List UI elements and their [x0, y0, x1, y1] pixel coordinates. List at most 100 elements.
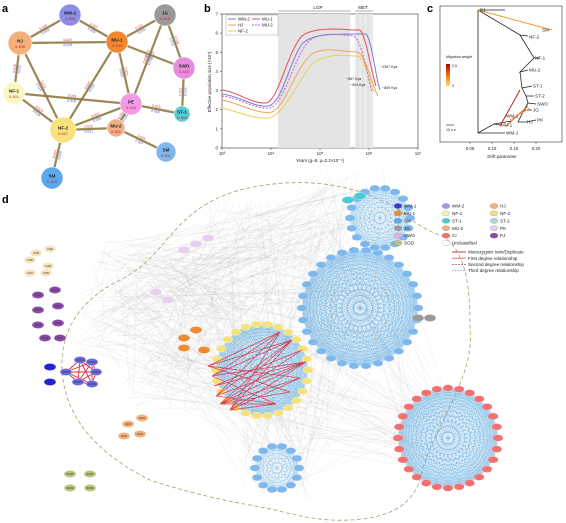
legend-text-st-1: ST-1: [452, 218, 462, 223]
node-st-1: ST-10.386: [173, 105, 191, 123]
cluster-node: [272, 323, 284, 331]
cluster-node: [301, 280, 313, 288]
legend-text-jg: JG: [404, 226, 410, 231]
x-tick-label: 10⁷: [415, 151, 422, 156]
cluster-node: [359, 240, 371, 248]
sm-bottom-cluster: [249, 443, 305, 493]
legend-dot-pk: [489, 225, 499, 231]
annotation-504: ~504 Kya: [350, 83, 365, 87]
curve-mu-1: [221, 28, 377, 104]
node-id: SO01: [86, 472, 94, 476]
sm-top-cluster: [344, 184, 416, 252]
legend-text-soo: SOO: [404, 241, 415, 246]
node-pj08: PJ08: [38, 334, 52, 342]
misc-node-9: [411, 314, 425, 322]
cluster-node: [369, 184, 381, 193]
node-id: WM04: [76, 358, 85, 362]
misc-node-4: [161, 296, 175, 304]
cluster-node: [301, 377, 313, 385]
edge-value-red: 0.024: [52, 149, 58, 158]
node-label: SM: [49, 174, 56, 179]
cluster-node: [403, 403, 415, 411]
edge-value-blue: 0.023: [41, 28, 50, 36]
legend-dot-jg: [393, 225, 403, 231]
node-value: 0.358: [65, 16, 76, 21]
node-id: HJ02: [139, 416, 146, 420]
legend-label-wm-2: WM-2: [238, 17, 250, 22]
panel-b-xlabel: Years (g=8, μ=2.2×10⁻⁹): [296, 158, 344, 163]
migration-pj-sm: [477, 9, 553, 31]
y-tick-label: 2: [216, 107, 219, 112]
edge-label-SWO-ST-1: 0.021 0.018: [178, 87, 187, 96]
annotation-859: ~859 Kya: [382, 86, 397, 90]
node-id: SO05: [66, 472, 74, 476]
legend-dot-st-2: [489, 218, 499, 224]
cluster-node: [420, 479, 432, 487]
node-id: CI07: [27, 271, 33, 275]
node-ci07: CI07: [23, 269, 37, 277]
y-tick-label: 3: [216, 88, 219, 93]
legend-dot-unclassified: [441, 240, 451, 246]
node-so02: SO02: [63, 484, 77, 492]
cluster-node: [266, 485, 278, 493]
panel-b-y-ticks: 0 1 2 3 4 5 6 7: [216, 12, 222, 151]
panel-b-x-ticks: 10³ 10⁴ 10⁵ 10⁶ 10⁷: [219, 148, 422, 156]
node-id: PJ01: [55, 304, 62, 308]
legend-text-ci: CI: [452, 233, 457, 238]
cluster-node: [251, 473, 263, 482]
node-id: CI08: [45, 264, 51, 268]
cluster-node: [307, 338, 319, 346]
node-nf-2: NF-20.467: [49, 116, 77, 144]
cluster-internal-edges: [301, 250, 419, 366]
edge-value-blue: 0.012: [17, 64, 22, 73]
edge-value-red: 0.016: [12, 64, 17, 73]
x-tick-label: 10⁵: [317, 151, 324, 156]
cluster-node: [297, 345, 309, 353]
cluster-node: [249, 464, 261, 472]
edge-value-red: 0.019: [173, 35, 180, 44]
node-sm2: SM0.391: [155, 141, 177, 163]
legend-dot-mu-1: [393, 210, 403, 217]
node-pe: PE0.406: [119, 92, 143, 116]
node-id: PJ06: [35, 293, 42, 297]
legend-dot-nf-1: [441, 210, 451, 217]
cluster-node: [411, 292, 423, 300]
node-id: PJ08: [42, 336, 49, 340]
cluster-node: [401, 338, 413, 346]
edge-value-red: 0.027: [89, 22, 98, 30]
edge-value-red: 0.022: [84, 124, 93, 128]
cluster-node: [276, 443, 288, 451]
edge-value-red: 0.021: [134, 23, 143, 31]
edge-value-red: 0.019: [68, 94, 77, 99]
node-id: PJ05: [35, 308, 42, 312]
leaf-mu-1: MU-1: [501, 123, 513, 128]
colorbar-tick-low: 0: [452, 84, 454, 88]
cluster-node: [383, 354, 395, 362]
relationship-label-0: Monozygotic twin/Duplicate: [468, 250, 524, 255]
edge-JG-PE: [129, 14, 167, 105]
colorbar-tick-high: 0.5: [452, 64, 457, 68]
cluster-node: [397, 456, 409, 464]
x-tick-label: 10⁴: [268, 151, 275, 156]
small-cluster-nodes: CI03 CI02 CI06 CI08 CI07 CI05 PJ06 PJ02 PJ05 PJ01…: [23, 192, 437, 492]
cluster-node: [251, 454, 263, 463]
curve-nf-2: [221, 54, 375, 119]
cluster-node: [351, 233, 363, 241]
relationship-label-3: Third degree relationship: [468, 268, 519, 273]
node-mu-1: MU-10.404: [105, 30, 129, 54]
legend-dot-mu-2: [441, 225, 451, 231]
node-wm03: WM03: [71, 378, 85, 386]
panel-c-frame: [439, 5, 563, 143]
y-tick-label: 0: [216, 146, 219, 151]
leaf-mu-2: MU-2: [529, 68, 541, 73]
cluster-node: [379, 184, 391, 193]
node-wm04: WM04: [73, 356, 87, 364]
panel-a-nodes: WM-20.358 JG0.416 HJ0.408 MU-10.404 SWO0.410…: [2, 3, 196, 190]
cluster-node: [402, 204, 414, 212]
